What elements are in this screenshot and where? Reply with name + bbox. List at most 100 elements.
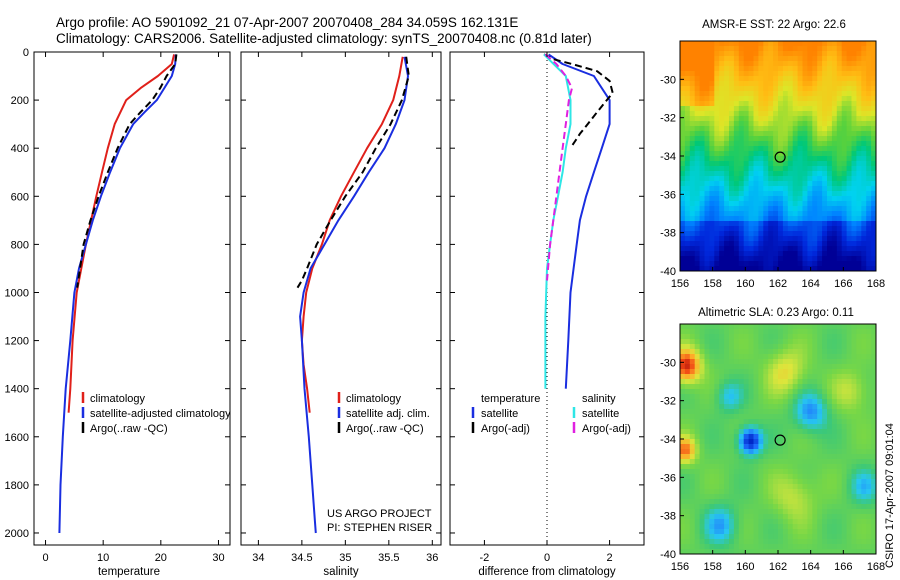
map-cell bbox=[861, 106, 867, 112]
map-cell bbox=[778, 459, 784, 465]
map-cell bbox=[851, 231, 857, 237]
map-cell bbox=[802, 479, 808, 485]
map-cell bbox=[753, 236, 759, 242]
map-cell bbox=[714, 106, 720, 112]
map-cell bbox=[694, 514, 700, 520]
map-cell bbox=[768, 151, 774, 157]
map-cell bbox=[822, 449, 828, 455]
map-cell bbox=[768, 161, 774, 167]
map-cell bbox=[768, 404, 774, 410]
map-cell bbox=[738, 101, 745, 107]
map-cell bbox=[856, 91, 862, 97]
map-cell bbox=[753, 191, 759, 197]
map-cell bbox=[748, 266, 754, 272]
map-cell bbox=[782, 369, 789, 375]
map-cell bbox=[699, 181, 705, 187]
map-cell bbox=[787, 374, 794, 380]
map-cell bbox=[841, 329, 847, 335]
map-cell bbox=[733, 66, 740, 72]
map-cell bbox=[748, 549, 754, 555]
map-cell bbox=[743, 519, 749, 525]
map-cell bbox=[724, 439, 730, 445]
map-cell bbox=[694, 389, 700, 395]
map-cell bbox=[822, 474, 828, 480]
map-cell bbox=[871, 409, 877, 415]
map-cell bbox=[802, 384, 808, 390]
map-cell bbox=[724, 334, 730, 340]
map-cell bbox=[763, 76, 769, 82]
map-cell bbox=[694, 236, 700, 242]
map-cell bbox=[684, 489, 691, 495]
map-cell bbox=[724, 434, 730, 440]
map-cell bbox=[782, 246, 789, 252]
map-cell bbox=[782, 71, 789, 77]
map-cell bbox=[719, 444, 725, 450]
map-cell bbox=[743, 394, 749, 400]
map-cell bbox=[827, 186, 833, 192]
map-cell bbox=[856, 226, 862, 232]
map-cell bbox=[797, 489, 803, 495]
map-cell bbox=[753, 459, 759, 465]
map-cell bbox=[699, 176, 705, 182]
map-cell bbox=[704, 369, 710, 375]
map-cell bbox=[748, 344, 754, 350]
map-cell bbox=[768, 549, 774, 555]
map-cell bbox=[699, 76, 705, 82]
temperature-axis-ticks: 0 10 20 30020040060080010001200140016001800… bbox=[5, 47, 230, 564]
map-cell bbox=[714, 369, 720, 375]
map-cell bbox=[684, 146, 691, 152]
map-cell bbox=[680, 226, 686, 232]
map-cell bbox=[851, 91, 857, 97]
map-cell bbox=[753, 61, 759, 67]
map-cell bbox=[758, 61, 764, 67]
map-cell bbox=[846, 469, 852, 475]
map-cell bbox=[743, 76, 749, 82]
map-cell bbox=[797, 359, 803, 365]
map-cell bbox=[861, 191, 867, 197]
map-cell bbox=[846, 434, 852, 440]
map-cell bbox=[738, 66, 745, 72]
map-cell bbox=[738, 131, 745, 137]
map-cell bbox=[841, 404, 847, 410]
map-cell bbox=[802, 151, 808, 157]
map-cell bbox=[782, 166, 789, 172]
map-cell bbox=[680, 56, 686, 62]
map-cell bbox=[856, 434, 862, 440]
map-cell bbox=[812, 181, 818, 187]
map-cell bbox=[773, 146, 779, 152]
map-cell bbox=[782, 231, 789, 237]
map-cell bbox=[822, 389, 828, 395]
map-cell bbox=[851, 429, 857, 435]
map-cell bbox=[738, 116, 745, 122]
map-cell bbox=[729, 539, 735, 545]
map-cell bbox=[714, 196, 720, 202]
map-cell bbox=[758, 121, 764, 127]
map-cell bbox=[694, 369, 700, 375]
map-cell bbox=[714, 419, 720, 425]
map-cell bbox=[768, 534, 774, 540]
map-cell bbox=[729, 241, 735, 247]
map-cell bbox=[817, 76, 823, 82]
map-cell bbox=[817, 434, 823, 440]
map-cell bbox=[724, 374, 730, 380]
map-cell bbox=[729, 246, 735, 252]
map-cell bbox=[714, 439, 720, 445]
map-cell bbox=[778, 419, 784, 425]
map-cell bbox=[846, 196, 852, 202]
map-cell bbox=[822, 404, 828, 410]
sst-map-axis-ticks: 156 158 160 162 164 166 168-30-32-34-36-38-40 bbox=[660, 74, 885, 290]
map-cell bbox=[694, 439, 700, 445]
map-cell bbox=[733, 136, 740, 142]
map-cell bbox=[699, 369, 705, 375]
map-cell bbox=[743, 374, 749, 380]
map-cell bbox=[817, 211, 823, 217]
map-cell bbox=[743, 236, 749, 242]
map-cell bbox=[792, 424, 798, 430]
map-cell bbox=[812, 334, 818, 340]
map-cell bbox=[733, 186, 740, 192]
map-cell bbox=[753, 261, 759, 267]
map-cell bbox=[861, 464, 867, 470]
map-cell bbox=[861, 414, 867, 420]
map-cell bbox=[684, 111, 691, 117]
map-cell bbox=[782, 499, 789, 505]
